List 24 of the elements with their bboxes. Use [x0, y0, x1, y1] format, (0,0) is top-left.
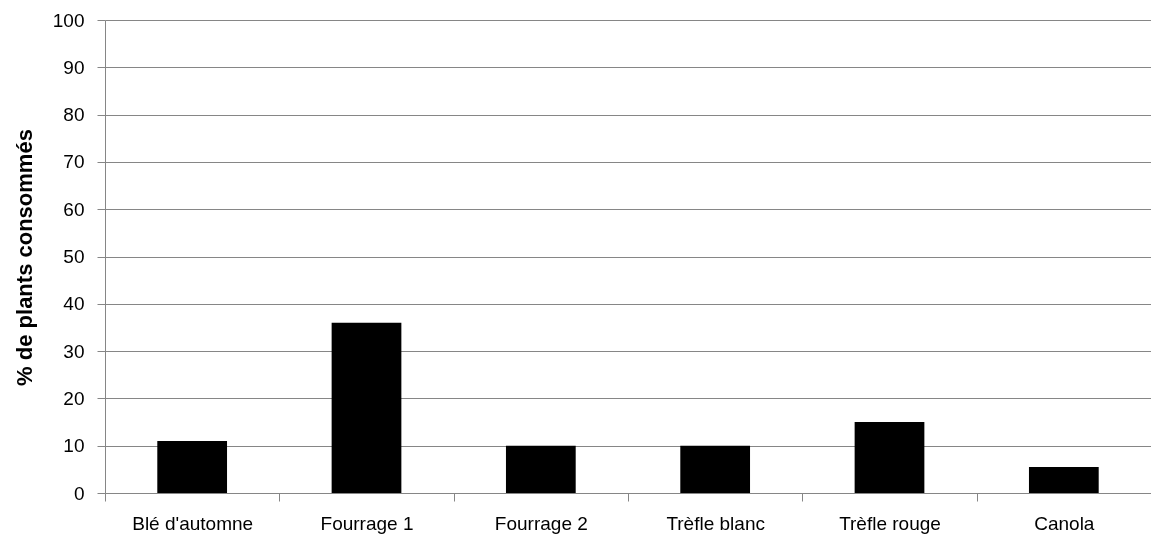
- y-tick-label: 100: [52, 9, 85, 31]
- bar: [157, 440, 228, 493]
- y-tick-label: 60: [63, 198, 85, 220]
- y-axis-title: % de plants consommés: [11, 129, 37, 386]
- y-tick-label: 90: [63, 56, 85, 78]
- bar: [680, 445, 751, 493]
- y-tick-label: 30: [63, 340, 85, 362]
- x-tick-label: Fourrage 2: [494, 512, 588, 534]
- y-tick-label: 10: [63, 435, 85, 457]
- bar: [331, 322, 402, 493]
- bar: [854, 422, 925, 493]
- x-tick-label: Canola: [1034, 512, 1095, 534]
- y-tick-label: 20: [63, 387, 85, 409]
- y-tick-label: 0: [73, 482, 85, 504]
- y-tick-label: 50: [63, 246, 85, 267]
- bar: [1028, 466, 1099, 493]
- x-tick-label: Trèfle rouge: [839, 512, 941, 534]
- x-tick-label: Blé d'automne: [132, 512, 254, 534]
- y-tick-label: 80: [63, 104, 85, 126]
- y-tick-label: 40: [63, 293, 85, 315]
- x-tick-label: Trèfle blanc: [666, 512, 765, 534]
- bar: [505, 445, 576, 493]
- x-tick-label: Fourrage 1: [320, 512, 414, 534]
- y-tick-label: 70: [63, 151, 85, 173]
